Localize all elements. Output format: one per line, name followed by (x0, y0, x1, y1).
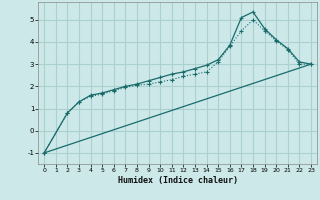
X-axis label: Humidex (Indice chaleur): Humidex (Indice chaleur) (118, 176, 238, 185)
